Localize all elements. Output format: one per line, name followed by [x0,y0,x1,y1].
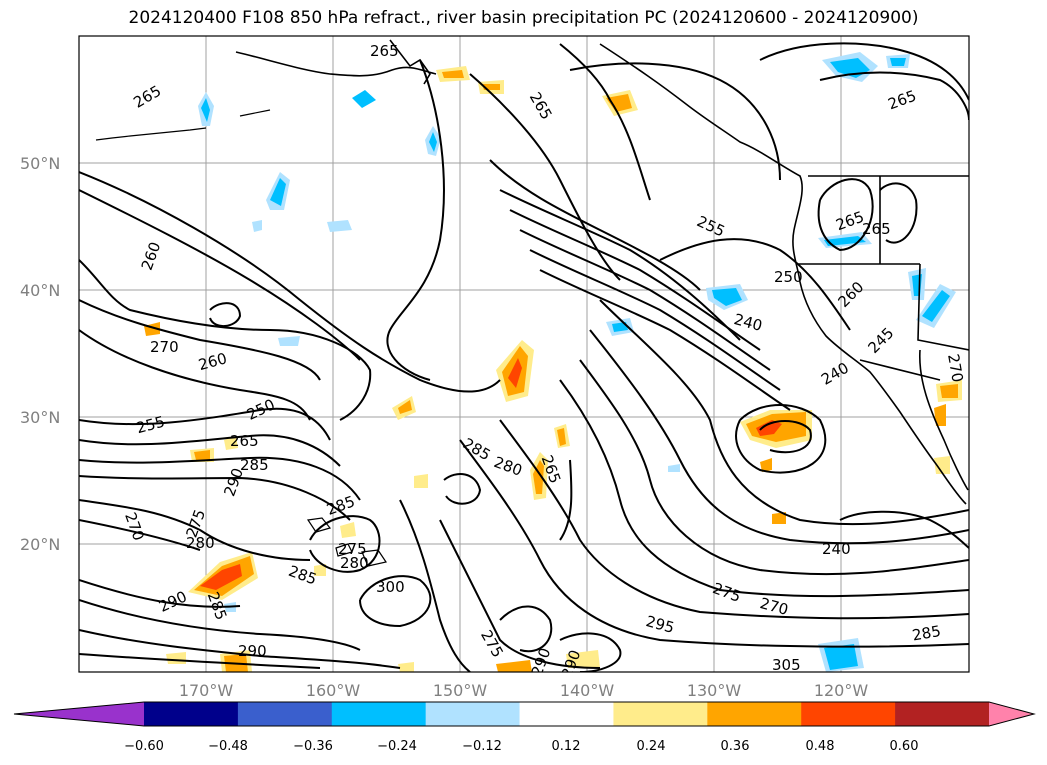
colorbar-tick: −0.36 [293,739,333,754]
contour-label: 305 [772,656,801,674]
contour-label: 270 [150,338,179,356]
colorbar-segment [331,702,427,726]
lon-label-160w: 160°W [306,681,361,700]
colorbar-tick: −0.12 [462,739,502,754]
lon-label-150w: 150°W [433,681,488,700]
lon-label-140w: 140°W [560,681,615,700]
colorbar-tick: 0.12 [552,739,581,754]
colorbar-tick: 0.24 [637,739,666,754]
colorbar-segment [895,702,990,726]
colorbar-segment [144,702,239,726]
colorbar-segment [425,702,521,726]
colorbar-segment [801,702,896,726]
colorbar-tick: 0.48 [806,739,835,754]
contour-label: 265 [370,42,399,60]
contour-label: 280 [186,534,215,552]
lat-label-30n: 30°N [20,408,60,427]
colorbar-tick: −0.48 [208,739,248,754]
coastlines [235,39,969,505]
lon-label-170w: 170°W [179,681,234,700]
contour-label: 280 [340,554,369,572]
contour-label: 290 [238,642,267,660]
longitude-labels: 170°W 160°W 150°W 140°W 130°W 120°W [179,681,869,700]
colorbar-tick: 0.60 [890,739,919,754]
colorbar-segment [707,702,802,726]
lat-label-20n: 20°N [20,535,60,554]
contour-label: 240 [822,540,851,558]
graticule [79,36,969,672]
lat-label-50n: 50°N [20,154,60,173]
contour-label: 285 [911,622,942,645]
islands [95,109,387,567]
colorbar-tick: 0.36 [721,739,750,754]
colorbar-segment [519,702,614,726]
colorbar: −0.60 −0.48 −0.36 −0.24 −0.12 0.12 0.24 … [13,701,1036,754]
contour-label: 275 [338,540,367,558]
contour-label: 285 [240,456,269,474]
colorbar-extend-low [14,702,144,726]
lon-label-120w: 120°W [814,681,869,700]
colorbar-tick: −0.60 [124,739,164,754]
colorbar-tick: −0.24 [377,739,417,754]
contour-label: 270 [944,352,967,383]
map-title: 2024120400 F108 850 hPa refract., river … [128,8,919,28]
colorbar-segment [237,702,333,726]
contour-label: 265 [230,432,259,450]
map-frame [78,35,970,673]
refractivity-contours [79,42,969,672]
colorbar-ticks: −0.60 −0.48 −0.36 −0.24 −0.12 0.12 0.24 … [124,739,918,754]
lat-label-40n: 40°N [20,281,60,300]
colorbar-extend-high [989,702,1034,726]
contour-label: 300 [376,578,405,596]
colorbar-segment [613,702,708,726]
colorbar-outline [13,701,1036,727]
latitude-labels: 50°N 40°N 30°N 20°N [20,154,60,554]
contour-label: 265 [862,220,891,238]
lon-label-130w: 130°W [687,681,742,700]
colorbar-segments [14,702,1034,726]
contour-label: 250 [774,268,803,286]
